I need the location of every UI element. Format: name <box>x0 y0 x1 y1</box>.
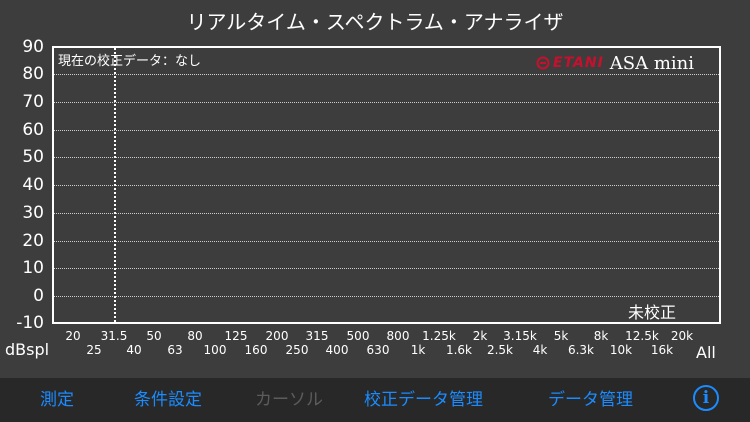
x-tick-label: 400 <box>325 343 349 357</box>
x-tick-label: 10k <box>609 343 633 357</box>
x-tick-label: 630 <box>366 343 390 357</box>
x-tick-label: 3.15k <box>503 329 537 343</box>
x-tick-label: 12.5k <box>625 329 659 343</box>
data-management-button[interactable]: データ管理 <box>548 390 633 410</box>
etani-mark-icon <box>536 56 550 70</box>
unit-label: dBspl <box>5 340 50 359</box>
calibration-status: 現在の校正データ：なし <box>58 54 202 69</box>
y-tick-label: 50 <box>22 147 44 167</box>
x-tick-label: 1.25k <box>422 329 456 343</box>
x-tick-label: 100 <box>203 343 227 357</box>
x-tick-label: 200 <box>265 329 289 343</box>
y-tick-label: 90 <box>22 37 44 57</box>
cursor-line[interactable] <box>114 48 116 322</box>
grid-line <box>54 268 719 269</box>
info-icon[interactable]: i <box>693 385 719 411</box>
x-tick-label: 1.6k <box>445 343 473 357</box>
y-tick-label: 70 <box>22 92 44 112</box>
uncalibrated-badge: 未校正 <box>628 303 677 322</box>
brand-logo: ETANI ASA mini <box>536 52 694 74</box>
x-tick-label: 250 <box>285 343 309 357</box>
x-tick-label: 40 <box>126 343 142 357</box>
x-tick-label: 160 <box>244 343 268 357</box>
y-tick-label: 80 <box>22 64 44 84</box>
x-tick-label: 4k <box>532 343 548 357</box>
x-tick-label: 2.5k <box>486 343 514 357</box>
x-tick-label: 50 <box>146 329 162 343</box>
y-tick-label: 0 <box>33 286 44 306</box>
x-tick-label: 1k <box>410 343 426 357</box>
grid-line <box>54 74 719 75</box>
y-tick-label: 20 <box>22 231 44 251</box>
y-tick-label: 60 <box>22 120 44 140</box>
grid-line <box>54 296 719 297</box>
x-tick-label: 125 <box>224 329 248 343</box>
x-tick-label: 63 <box>167 343 183 357</box>
x-tick-label: 20 <box>65 329 81 343</box>
calibration-data-button[interactable]: 校正データ管理 <box>364 390 483 410</box>
x-tick-label: 5k <box>553 329 569 343</box>
conditions-button[interactable]: 条件設定 <box>134 390 202 410</box>
x-tick-label: 315 <box>305 329 329 343</box>
grid-line <box>54 102 719 103</box>
grid-line <box>54 213 719 214</box>
x-tick-label: 800 <box>386 329 410 343</box>
x-tick-label: 25 <box>86 343 102 357</box>
spectrum-plot[interactable] <box>52 46 721 324</box>
x-tick-label: 20k <box>670 329 694 343</box>
x-tick-label: 80 <box>187 329 203 343</box>
x-tick-label: 31.5 <box>100 329 128 343</box>
x-tick-label: 6.3k <box>567 343 595 357</box>
y-tick-label: -10 <box>16 313 44 333</box>
cursor-button[interactable]: カーソル <box>255 390 323 410</box>
x-tick-label: 16k <box>650 343 674 357</box>
measure-button[interactable]: 測定 <box>40 390 74 410</box>
grid-line <box>54 130 719 131</box>
all-band-label: All <box>696 343 716 362</box>
grid-line <box>54 157 719 158</box>
grid-line <box>54 185 719 186</box>
y-tick-label: 40 <box>22 175 44 195</box>
bottom-toolbar: 測定 条件設定 カーソル 校正データ管理 データ管理 i <box>0 378 750 422</box>
brand-product-name: ASA mini <box>609 52 695 74</box>
app-title: リアルタイム・スペクトラム・アナライザ <box>186 10 564 34</box>
x-tick-label: 8k <box>593 329 609 343</box>
y-tick-label: 10 <box>22 258 44 278</box>
grid-line <box>54 241 719 242</box>
x-tick-label: 500 <box>346 329 370 343</box>
x-tick-label: 2k <box>472 329 488 343</box>
y-tick-label: 30 <box>22 203 44 223</box>
brand-logo-text: ETANI <box>553 55 604 71</box>
